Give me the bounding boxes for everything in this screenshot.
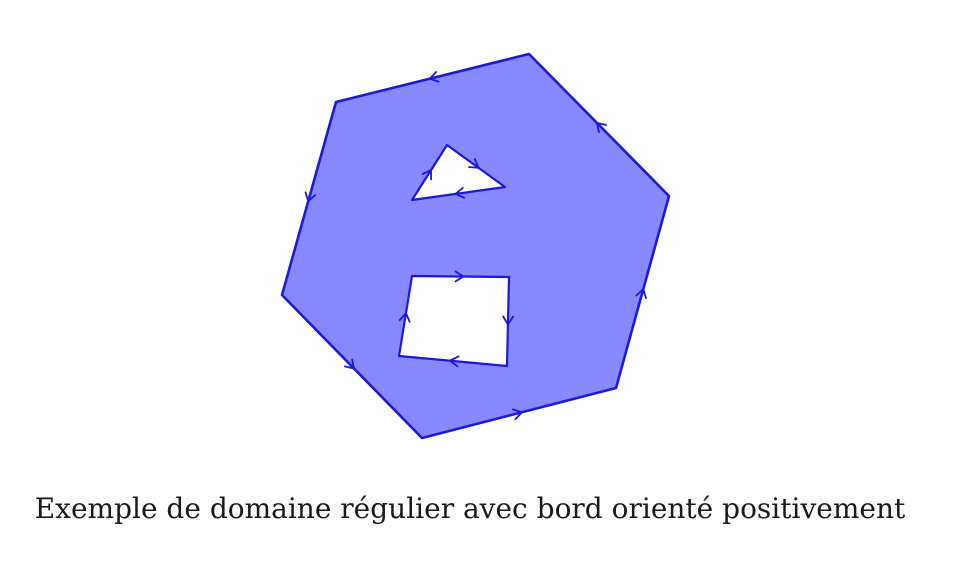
figure-caption: Exemple de domaine régulier avec bord or…	[34, 492, 906, 525]
outer-hexagon-boundary	[280, 52, 671, 440]
boundary-edges	[280, 52, 671, 440]
domain-diagram	[280, 52, 671, 440]
outer-hexagon-arrow	[304, 191, 317, 203]
triangle-hole-arrow	[421, 169, 433, 181]
outer-hexagon-arrow	[428, 71, 440, 83]
quadrilateral-hole-arrow	[398, 312, 411, 323]
domain-region	[282, 54, 669, 438]
outer-hexagon-arrow	[595, 121, 607, 133]
triangle-hole-boundary	[410, 143, 507, 202]
outer-hexagon-arrow	[512, 408, 523, 420]
outer-hexagon-arrow	[344, 358, 355, 370]
quadrilateral-hole-arrow	[449, 355, 460, 368]
outer-hexagon-arrow	[635, 288, 647, 300]
triangle-hole-arrow	[454, 186, 466, 199]
orientation-arrows	[304, 71, 647, 420]
quadrilateral-hole-arrow	[454, 270, 465, 283]
triangle-hole-arrow	[468, 158, 480, 169]
quadrilateral-hole-boundary	[397, 274, 511, 368]
quadrilateral-hole-arrow	[502, 315, 515, 326]
